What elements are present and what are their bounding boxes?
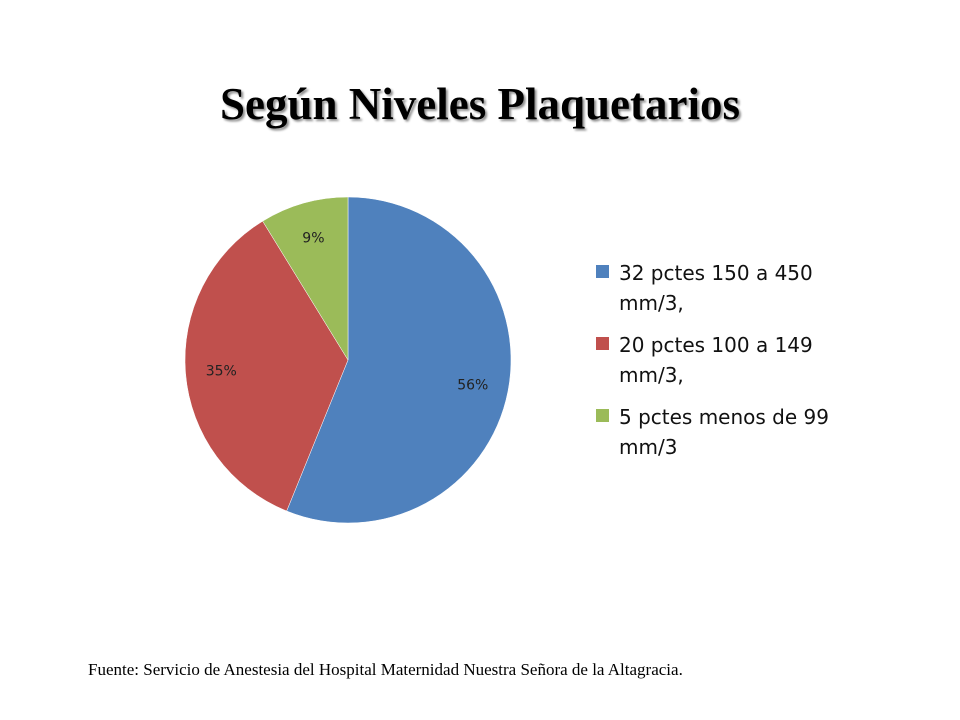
pie-slice [286,196,512,524]
pie-slice-label: 9% [302,231,324,247]
slide-title: Según Niveles Plaquetarios [219,79,740,129]
legend-label: 5 pctes menos de 99 mm/3 [619,405,829,459]
legend-item: 32 pctes 150 a 450 mm/3, [596,258,846,318]
source-note: Fuente: Servicio de Anestesia del Hospit… [88,660,683,679]
pie-slice [184,220,349,512]
legend-swatch [596,337,609,350]
pie-chart: 56% 35% 9% [184,196,512,524]
legend-item: 5 pctes menos de 99 mm/3 [596,402,846,462]
legend-item: 20 pctes 100 a 149 mm/3, [596,330,846,390]
pie-slice-label: 35% [206,363,237,379]
legend-swatch [596,265,609,278]
legend-label: 20 pctes 100 a 149 mm/3, [619,333,813,387]
pie-slice [262,196,349,361]
legend-swatch [596,409,609,422]
legend-label: 32 pctes 150 a 450 mm/3, [619,261,813,315]
chart-legend: 32 pctes 150 a 450 mm/3, 20 pctes 100 a … [596,258,846,474]
pie-slice-label: 56% [457,377,488,393]
